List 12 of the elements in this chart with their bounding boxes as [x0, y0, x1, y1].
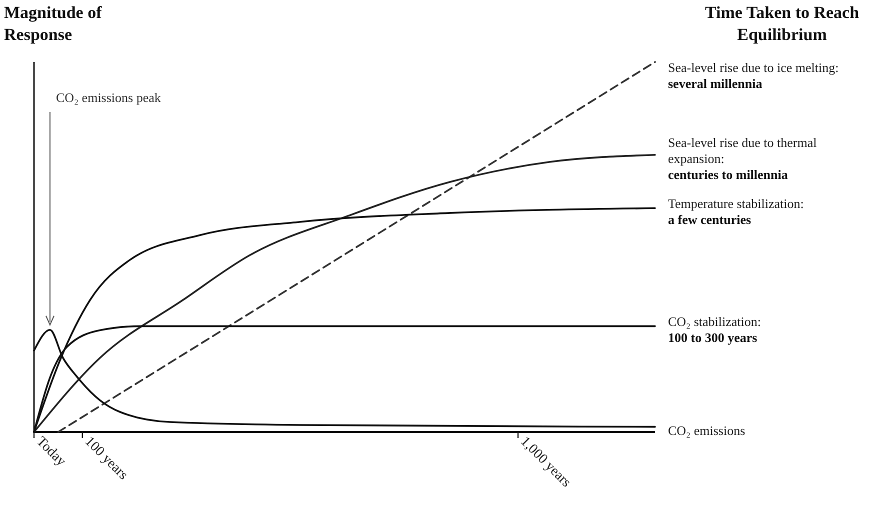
text: a few centuries [668, 212, 752, 228]
series-label: CO₂ stabilization: [668, 314, 761, 330]
text: centuries to millennia [668, 166, 788, 182]
series-label: Temperature stabilization: [668, 196, 804, 212]
y-axis-title: Magnitude of Response [4, 3, 102, 44]
annotation: CO₂ emissions peak [56, 90, 162, 105]
text: 100 to 300 years [668, 330, 758, 346]
series-label: Sea-level rise due to ice melting: [668, 60, 839, 75]
legend-title: Time Taken to Reach Equilibrium [704, 3, 860, 44]
text: several millennia [668, 76, 763, 91]
series-label: CO₂ emissions [668, 422, 746, 438]
series-label: Sea-level rise due to thermal expansion: [668, 134, 818, 166]
